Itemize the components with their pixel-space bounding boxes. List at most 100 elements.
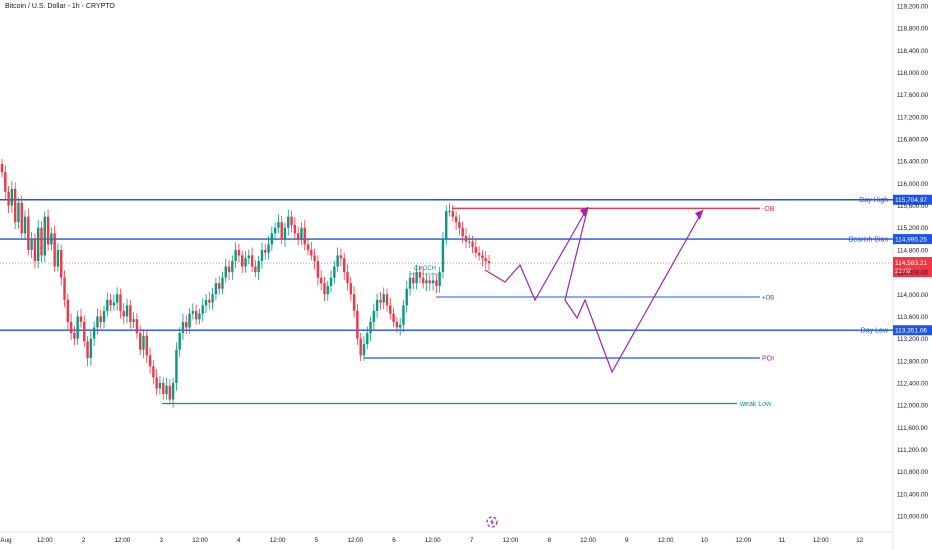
y-tick-label: 111,600.00 xyxy=(897,425,928,432)
candle-body xyxy=(194,310,198,320)
projection-path xyxy=(484,206,704,374)
x-tick-label: 6 xyxy=(392,537,396,544)
candle-body xyxy=(43,216,46,256)
candle-body xyxy=(27,216,30,250)
candle-body xyxy=(287,216,290,228)
candle-body xyxy=(415,272,418,284)
candle-body xyxy=(234,249,237,261)
y-tick-label: 116,400.00 xyxy=(897,159,929,166)
candle-body xyxy=(375,299,379,311)
x-tick-label: 2 xyxy=(82,537,86,544)
candle-body xyxy=(481,255,484,259)
candle-body xyxy=(310,249,313,256)
candle-body xyxy=(389,305,392,314)
candle-body xyxy=(277,222,280,228)
chart-title: Bitcoin / U.S. Dollar - 1h - CRYPTO xyxy=(5,3,115,10)
y-tick-label: 116,800.00 xyxy=(897,137,929,144)
x-tick-label: 12:00 xyxy=(735,537,751,544)
candle-body xyxy=(119,294,122,311)
candle-body xyxy=(7,191,10,206)
candle-body xyxy=(323,283,326,295)
candle-body xyxy=(369,321,372,334)
y-tick-label: 110,800.00 xyxy=(897,469,929,476)
candle-body xyxy=(293,224,297,234)
y-tick-label: 118,800.00 xyxy=(897,26,929,33)
candle-body xyxy=(4,172,7,192)
candle-body xyxy=(92,327,96,339)
candle-body xyxy=(336,255,339,267)
bearish-ob-label: -OB xyxy=(762,206,775,213)
x-tick-label: 12:00 xyxy=(270,537,286,544)
candle-body xyxy=(109,299,112,306)
candle-body xyxy=(79,316,83,322)
candle-body xyxy=(148,355,152,367)
candle-body xyxy=(221,277,224,289)
time-axis: Aug 12:00 2 12:00 3 12:00 4 12:00 5 12:00 6 12:00 7 1… xyxy=(0,537,863,544)
candle-body xyxy=(178,333,181,350)
weak-low-label: weak Low xyxy=(739,401,772,408)
candle-body xyxy=(306,244,310,250)
candle-body xyxy=(53,233,56,267)
candle-body xyxy=(343,258,346,273)
candle-body xyxy=(86,341,89,359)
candle-body xyxy=(326,285,329,295)
candle-body xyxy=(102,310,106,322)
candle-body xyxy=(451,211,455,217)
candle-body xyxy=(30,238,33,250)
y-tick-label: 114,400.00 xyxy=(897,270,929,277)
candle-body xyxy=(142,335,145,350)
candle-body xyxy=(135,319,139,334)
x-tick-label: 12 xyxy=(856,537,864,544)
candle-body xyxy=(214,283,218,295)
candle-body xyxy=(477,252,481,256)
x-tick-label: 9 xyxy=(625,537,629,544)
y-tick-label: 116,000.00 xyxy=(897,181,929,188)
candle-body xyxy=(132,319,135,322)
x-tick-label: 12:00 xyxy=(37,537,53,544)
candle-body xyxy=(425,280,428,284)
level-label: Bearish Bias xyxy=(849,237,889,244)
candle-body xyxy=(162,382,165,395)
candle-body xyxy=(385,294,389,306)
x-tick-label: 8 xyxy=(547,537,551,544)
candle-body xyxy=(198,313,201,320)
candle-body xyxy=(231,261,234,273)
y-tick-label: 118,000.00 xyxy=(897,70,929,77)
candle-body xyxy=(435,280,438,286)
x-tick-label: 11 xyxy=(779,537,786,544)
candle-body xyxy=(471,241,474,248)
candle-body xyxy=(204,299,208,306)
candle-body xyxy=(224,266,227,278)
bullish-ob-label: +OB xyxy=(762,296,774,302)
candle-body xyxy=(461,227,464,237)
replay-icon[interactable] xyxy=(485,515,499,529)
candle-body xyxy=(260,249,264,261)
current-price-tag xyxy=(893,257,932,278)
candle-body xyxy=(69,321,73,334)
candle-body xyxy=(115,294,119,303)
candle-body xyxy=(168,385,172,400)
projection-arrowhead xyxy=(695,210,703,220)
candle-body xyxy=(60,249,63,278)
poi-label: POI xyxy=(762,356,774,363)
candle-body xyxy=(155,377,158,389)
candle-body xyxy=(392,313,395,322)
candle-body xyxy=(99,316,102,322)
candle-body xyxy=(188,313,191,328)
candle-body xyxy=(408,277,412,289)
price-tag-label: 115,704.97 xyxy=(895,197,927,204)
countdown-label: 23:02 xyxy=(895,268,912,275)
candle-body xyxy=(428,280,431,284)
level-label: Day High xyxy=(859,197,888,204)
candle-body xyxy=(181,321,185,334)
candle-body xyxy=(76,316,79,339)
y-tick-label: 110,000.00 xyxy=(897,514,929,521)
candle-body xyxy=(257,261,260,273)
candle-body xyxy=(395,321,399,328)
candle-body xyxy=(349,283,352,295)
candle-body xyxy=(398,324,402,328)
candle-body xyxy=(468,241,471,243)
candle-body xyxy=(254,266,257,273)
x-tick-label: 5 xyxy=(315,537,319,544)
